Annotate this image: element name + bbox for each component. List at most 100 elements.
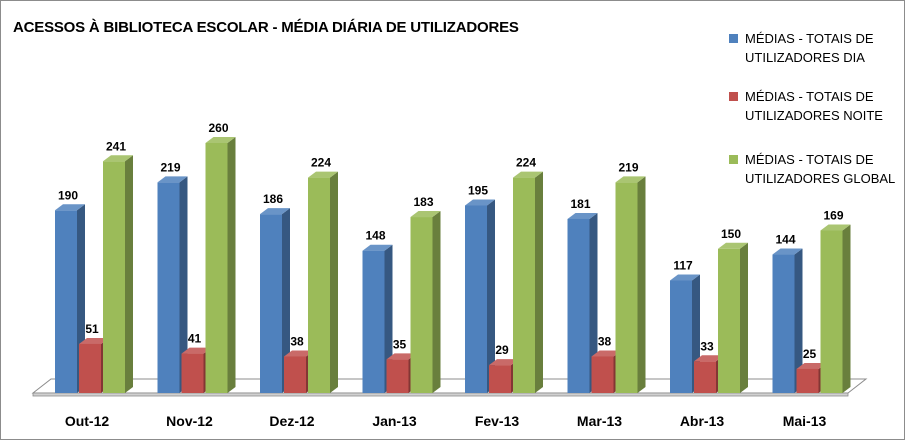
bar-dia-mai-13-top xyxy=(772,248,803,255)
data-label-global-dez-12: 224 xyxy=(311,156,331,170)
bar-global-jan-13-side xyxy=(432,211,441,393)
chart-title: ACESSOS À BIBLIOTECA ESCOLAR - MÉDIA DIÁ… xyxy=(13,19,519,36)
bar-dia-fev-13-side xyxy=(487,199,495,393)
tick-label-abr-13: Abr-13 xyxy=(680,413,725,429)
bar-dia-dez-12-top xyxy=(260,208,290,215)
bar-dia-mai-13-side xyxy=(794,248,803,393)
data-label-global-abr-13: 150 xyxy=(721,227,741,241)
bar-dia-mar-13-side xyxy=(589,212,598,393)
bar-noite-out-12 xyxy=(79,343,101,393)
bar-noite-dez-12-top xyxy=(284,350,314,357)
data-label-noite-fev-13: 29 xyxy=(495,343,509,357)
bar-noite-mai-13-top xyxy=(796,362,827,369)
bar-noite-mai-13 xyxy=(796,368,819,393)
legend-swatch-global xyxy=(729,155,738,164)
bar-dia-nov-12-side xyxy=(179,176,188,393)
bar-global-out-12-top xyxy=(103,155,133,162)
bar-noite-jan-13 xyxy=(386,359,409,393)
bar-global-out-12 xyxy=(103,161,125,393)
data-label-dia-mar-13: 181 xyxy=(570,197,590,211)
bar-dia-fev-13 xyxy=(465,205,487,393)
bar-dia-jan-13-top xyxy=(362,244,393,251)
data-label-noite-jan-13: 35 xyxy=(393,337,407,351)
data-label-noite-out-12: 51 xyxy=(85,322,99,336)
data-label-noite-mai-13: 25 xyxy=(803,347,817,361)
data-label-global-fev-13: 224 xyxy=(516,156,536,170)
bar-global-abr-13-top xyxy=(718,242,748,249)
bar-global-jan-13 xyxy=(410,217,433,393)
bar-noite-fev-13 xyxy=(489,365,511,393)
legend-label-dia: MÉDIAS - TOTAIS DE UTILIZADORES DIA xyxy=(745,31,874,65)
legend-item-noite: MÉDIAS - TOTAIS DE UTILIZADORES NOITE xyxy=(729,87,905,125)
tick-label-mai-13: Mai-13 xyxy=(783,413,827,429)
bar-global-fev-13 xyxy=(513,177,535,393)
bar-dia-dez-12-side xyxy=(282,208,290,393)
data-label-noite-abr-13: 33 xyxy=(700,339,714,353)
chart-floor-edge xyxy=(32,392,849,397)
bar-global-mai-13-side xyxy=(842,224,851,393)
tick-label-mar-13: Mar-13 xyxy=(577,413,622,429)
data-label-dia-dez-12: 186 xyxy=(263,192,283,206)
bar-dia-fev-13-top xyxy=(465,199,495,206)
bar-dia-abr-13-top xyxy=(670,274,700,281)
bar-noite-out-12-top xyxy=(79,337,109,344)
bar-noite-abr-13-top xyxy=(694,355,724,362)
bar-dia-mar-13 xyxy=(567,218,590,393)
tick-label-fev-13: Fev-13 xyxy=(475,413,520,429)
tick-label-dez-12: Dez-12 xyxy=(269,413,314,429)
data-label-dia-abr-13: 117 xyxy=(673,259,693,273)
data-label-dia-out-12: 190 xyxy=(58,188,78,202)
bar-dia-jan-13-side xyxy=(384,244,393,393)
bar-noite-mar-13 xyxy=(591,356,614,393)
data-label-dia-mai-13: 144 xyxy=(775,233,795,247)
legend-label-global: MÉDIAS - TOTAIS DE UTILIZADORES GLOBAL xyxy=(745,152,896,186)
bar-noite-nov-12 xyxy=(181,353,204,393)
tick-label-jan-13: Jan-13 xyxy=(372,413,417,429)
bar-global-mar-13 xyxy=(615,182,638,393)
bar-dia-abr-13 xyxy=(670,280,692,393)
bar-global-dez-12-side xyxy=(330,171,338,393)
bar-global-out-12-side xyxy=(125,155,133,393)
bar-dia-out-12 xyxy=(55,210,77,393)
legend-item-global: MÉDIAS - TOTAIS DE UTILIZADORES GLOBAL xyxy=(729,150,905,188)
data-label-global-out-12: 241 xyxy=(106,139,126,153)
data-label-global-nov-12: 260 xyxy=(208,121,228,135)
bar-global-abr-13-side xyxy=(740,242,748,393)
bar-global-nov-12-top xyxy=(205,137,236,143)
bar-noite-abr-13 xyxy=(694,361,716,393)
bar-global-mai-13 xyxy=(820,230,843,393)
bar-noite-nov-12-top xyxy=(181,347,212,354)
bar-global-nov-12 xyxy=(205,143,228,393)
bar-global-dez-12-top xyxy=(308,171,338,178)
bar-dia-nov-12 xyxy=(157,182,180,393)
bar-global-mar-13-top xyxy=(615,176,646,183)
bar-dia-out-12-top xyxy=(55,204,85,211)
data-label-noite-mar-13: 38 xyxy=(598,334,612,348)
legend-item-dia: MÉDIAS - TOTAIS DE UTILIZADORES DIA xyxy=(729,29,905,67)
legend-label-noite: MÉDIAS - TOTAIS DE UTILIZADORES NOITE xyxy=(745,89,883,123)
bar-noite-dez-12 xyxy=(284,356,306,393)
bar-noite-jan-13-top xyxy=(386,353,417,360)
data-label-dia-jan-13: 148 xyxy=(365,229,385,243)
bar-global-jan-13-top xyxy=(410,211,441,218)
bar-noite-mar-13-top xyxy=(591,350,622,357)
tick-label-out-12: Out-12 xyxy=(65,413,110,429)
bar-global-dez-12 xyxy=(308,177,330,393)
legend-swatch-noite xyxy=(729,92,738,101)
data-label-dia-fev-13: 195 xyxy=(468,184,488,198)
bar-global-fev-13-top xyxy=(513,171,543,178)
bar-dia-mai-13 xyxy=(772,254,795,393)
bar-noite-fev-13-top xyxy=(489,359,519,366)
data-label-global-mar-13: 219 xyxy=(618,160,638,174)
bar-dia-nov-12-top xyxy=(157,176,188,183)
bar-global-fev-13-side xyxy=(535,171,543,393)
bar-global-abr-13 xyxy=(718,248,740,393)
data-label-noite-dez-12: 38 xyxy=(290,334,304,348)
bar-dia-jan-13 xyxy=(362,250,385,393)
bar-dia-mar-13-top xyxy=(567,212,598,219)
data-label-global-jan-13: 183 xyxy=(413,195,433,209)
legend-swatch-dia xyxy=(729,34,738,43)
bar-dia-dez-12 xyxy=(260,214,282,393)
